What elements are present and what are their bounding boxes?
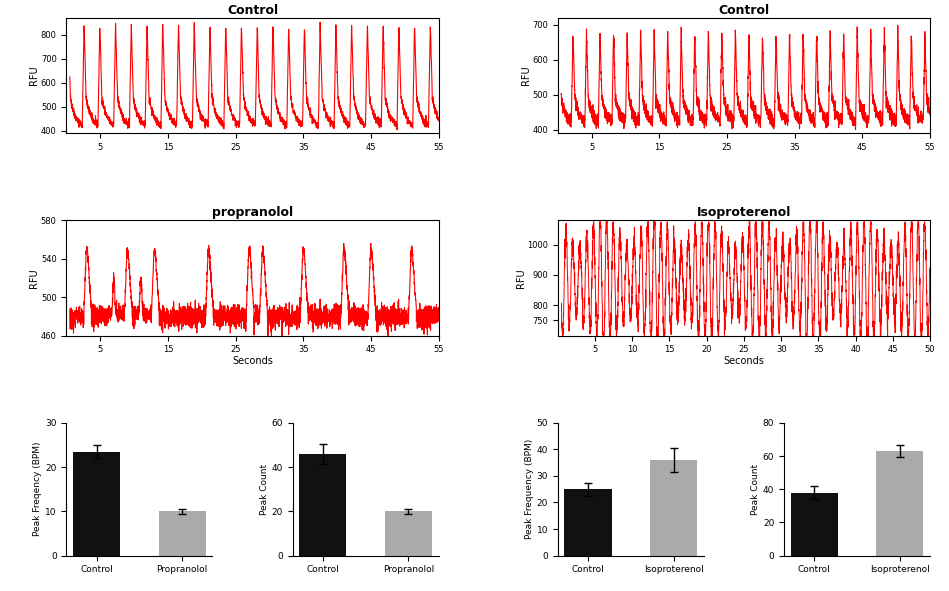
Bar <box>650 460 698 556</box>
Title: propranolol: propranolol <box>212 206 293 219</box>
Bar <box>158 511 206 556</box>
Y-axis label: RFU: RFU <box>29 66 40 85</box>
Bar <box>791 492 838 556</box>
Title: Isoproterenol: Isoproterenol <box>697 206 791 219</box>
Bar <box>73 452 121 556</box>
Y-axis label: Peak Frequency (BPM): Peak Frequency (BPM) <box>525 439 533 540</box>
Y-axis label: RFU: RFU <box>29 268 40 288</box>
Title: Control: Control <box>718 4 770 17</box>
Bar <box>385 511 432 556</box>
Y-axis label: Peak Count: Peak Count <box>260 464 269 515</box>
Y-axis label: RFU: RFU <box>521 66 530 85</box>
X-axis label: Seconds: Seconds <box>723 356 764 366</box>
Y-axis label: Peak Freqency (BPM): Peak Freqency (BPM) <box>33 442 43 537</box>
Y-axis label: Peak Count: Peak Count <box>751 464 760 515</box>
Y-axis label: RFU: RFU <box>515 268 526 288</box>
Bar <box>876 451 923 556</box>
X-axis label: Seconds: Seconds <box>233 356 273 366</box>
Bar <box>299 454 346 556</box>
Title: Control: Control <box>227 4 278 17</box>
Bar <box>565 489 611 556</box>
